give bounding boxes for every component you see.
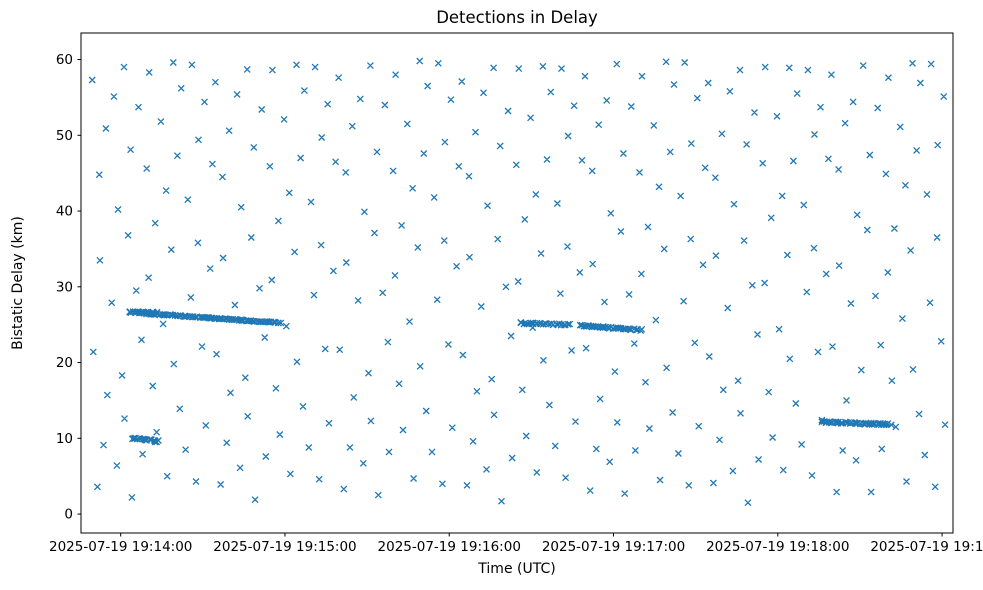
axes-frame [80, 32, 954, 534]
y-axis-label: Bistatic Delay (km) [10, 216, 26, 350]
data-points-layer [88, 57, 949, 507]
y-tick-label: 0 [64, 507, 73, 523]
x-tick-label: 2025-07-19 19:17:00 [542, 539, 685, 555]
x-tick-label: 2025-07-19 19:14:00 [49, 539, 192, 555]
chart-title: Detections in Delay [436, 8, 598, 27]
y-tick-label: 40 [56, 204, 73, 220]
y-tick-label: 60 [56, 52, 73, 68]
x-tick-label: 2025-07-19 19:15:00 [213, 539, 356, 555]
y-tick-label: 10 [56, 431, 73, 447]
y-tick-label: 50 [56, 128, 73, 144]
detection-markers [88, 57, 949, 507]
axes-layer: 2025-07-19 19:14:00 2025-07-19 19:15:00 20… [49, 32, 983, 555]
x-tick-label: 2025-07-19 19:19:00 [870, 539, 983, 555]
x-tick-label: 2025-07-19 19:18:00 [706, 539, 849, 555]
x-axis-label: Time (UTC) [477, 561, 555, 577]
y-tick-label: 30 [56, 279, 73, 295]
y-tick-label: 20 [56, 355, 73, 371]
x-tick-label: 2025-07-19 19:16:00 [378, 539, 521, 555]
